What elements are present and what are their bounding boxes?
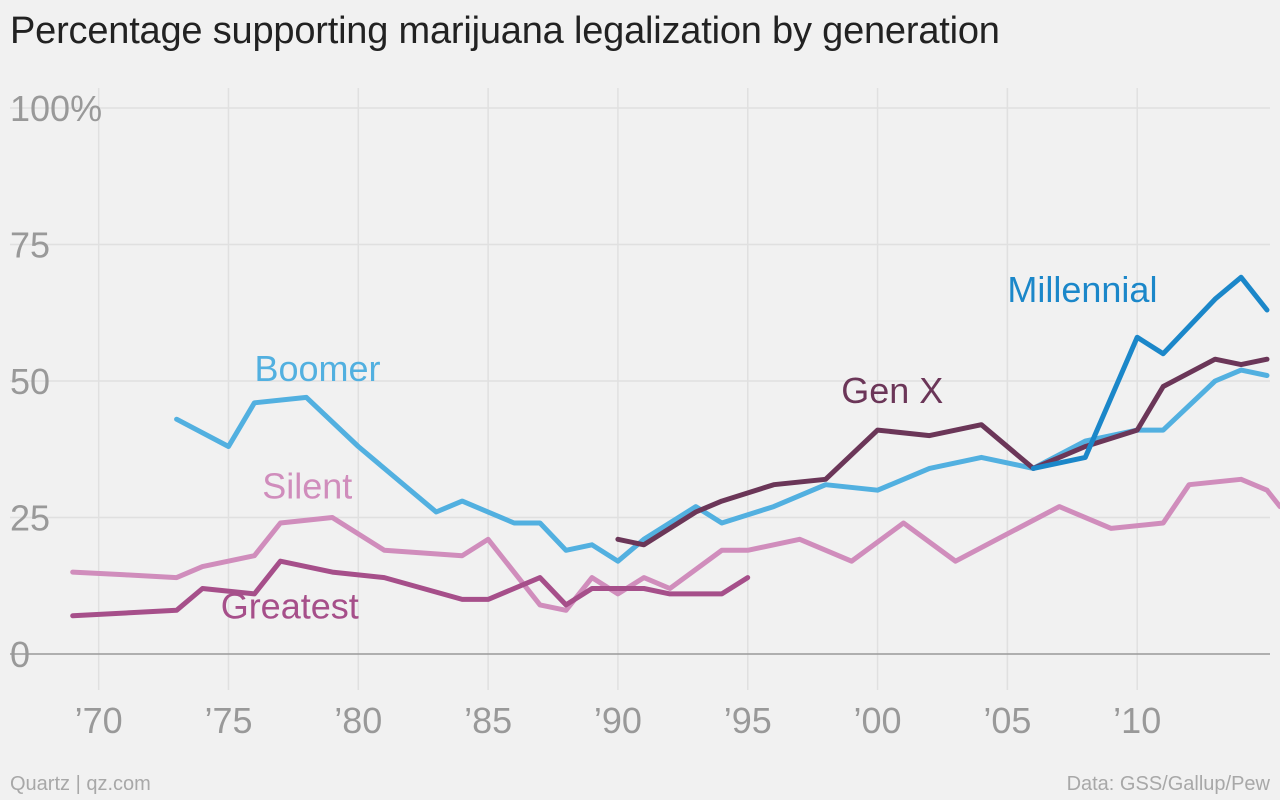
series-label-greatest: Greatest (221, 586, 359, 627)
series-line-gen-x (615, 356, 1270, 548)
series-line-silent (70, 476, 1280, 613)
x-tick-label: ’10 (1113, 700, 1161, 741)
footer-source: Data: GSS/Gallup/Pew (1066, 773, 1270, 795)
series-line-greatest (70, 558, 751, 619)
x-tick-label: ’00 (854, 700, 902, 741)
x-tick-label: ’95 (724, 700, 772, 741)
y-tick-label: 0 (10, 634, 30, 675)
y-tick-label: 50 (10, 361, 50, 402)
chart-title: Percentage supporting marijuana legaliza… (10, 10, 1000, 52)
x-tick-label: ’75 (204, 700, 252, 741)
x-tick-label: ’85 (464, 700, 512, 741)
x-tick-label: ’05 (983, 700, 1031, 741)
x-tick-label: ’70 (75, 700, 123, 741)
series-label-silent: Silent (262, 465, 352, 506)
series-label-gen-x: Gen X (841, 370, 943, 411)
y-tick-label: 100% (10, 88, 102, 129)
x-tick-label: ’80 (334, 700, 382, 741)
series-label-millennial: Millennial (1007, 269, 1157, 310)
y-tick-label: 25 (10, 498, 50, 539)
x-tick-label: ’90 (594, 700, 642, 741)
series-line-millennial (1030, 274, 1270, 471)
y-tick-label: 75 (10, 225, 50, 266)
footer-credit: Quartz | qz.com (10, 773, 151, 795)
series-label-boomer: Boomer (254, 348, 380, 389)
